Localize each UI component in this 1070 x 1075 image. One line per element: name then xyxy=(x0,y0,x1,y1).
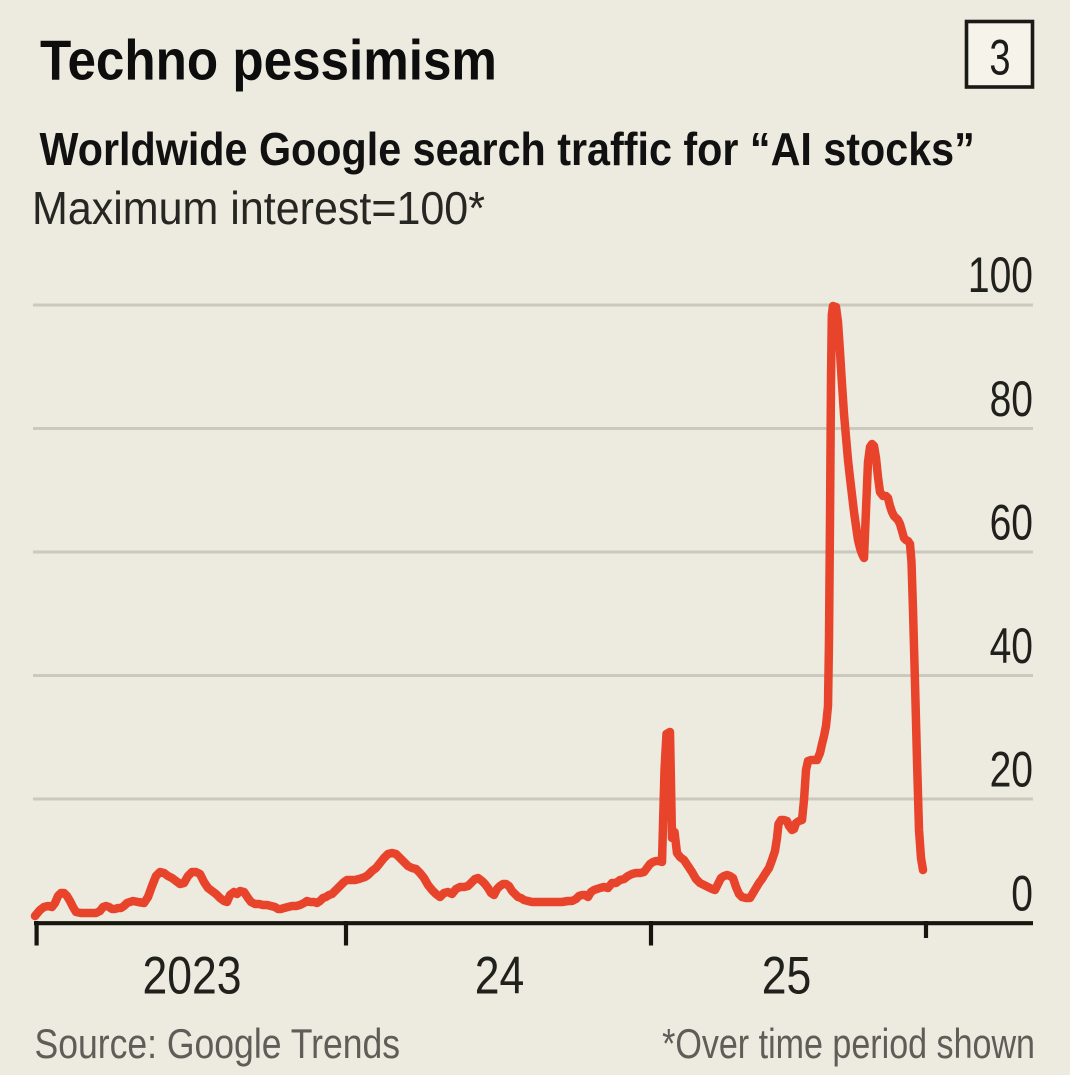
svg-text:60: 60 xyxy=(990,494,1033,551)
svg-text:*Over time period shown: *Over time period shown xyxy=(662,1022,1035,1068)
svg-text:100: 100 xyxy=(968,246,1033,303)
svg-text:20: 20 xyxy=(990,741,1033,798)
svg-text:40: 40 xyxy=(990,617,1033,674)
svg-text:0: 0 xyxy=(1011,865,1033,922)
svg-text:2023: 2023 xyxy=(142,947,241,1005)
svg-text:3: 3 xyxy=(989,31,1010,86)
svg-text:Maximum interest=100*: Maximum interest=100* xyxy=(32,182,485,234)
svg-text:Worldwide Google search traffi: Worldwide Google search traffic for “AI … xyxy=(40,124,975,176)
svg-text:Techno pessimism: Techno pessimism xyxy=(40,29,497,92)
svg-text:Source: Google Trends: Source: Google Trends xyxy=(35,1021,401,1067)
svg-text:25: 25 xyxy=(762,947,812,1005)
svg-text:24: 24 xyxy=(475,947,525,1005)
svg-text:80: 80 xyxy=(990,370,1033,427)
